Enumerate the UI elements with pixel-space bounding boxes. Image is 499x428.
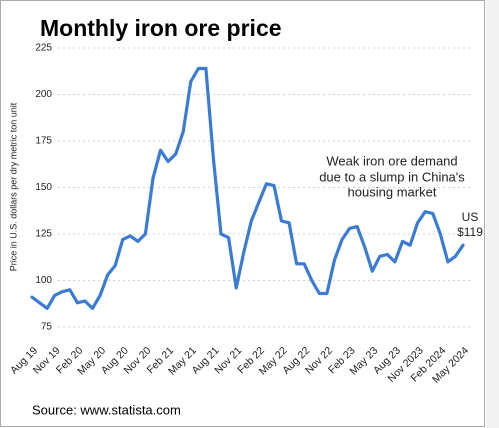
y-tick-label: 175 (35, 136, 52, 147)
frame (0, 0, 485, 427)
end-label: $119 (457, 225, 483, 239)
annotation: due to a slump in China's (319, 169, 465, 184)
y-axis-label: Price in U.S. dollars per dry metric ton… (8, 102, 18, 271)
y-tick-label: 150 (35, 182, 52, 193)
annotation: housing market (348, 184, 437, 199)
y-tick-label: 100 (35, 275, 52, 286)
y-tick-label: 225 (35, 43, 52, 54)
price-line (30, 66, 465, 310)
source: Source: www.statista.com (32, 402, 181, 417)
y-tick-label: 125 (35, 229, 52, 240)
y-tick-label: 200 (35, 89, 52, 100)
y-tick-label: 75 (41, 322, 53, 333)
end-label: US (462, 210, 479, 224)
side-panel (486, 0, 499, 428)
annotation: Weak iron ore demand (326, 153, 457, 168)
chart-title: Monthly iron ore price (40, 15, 282, 41)
